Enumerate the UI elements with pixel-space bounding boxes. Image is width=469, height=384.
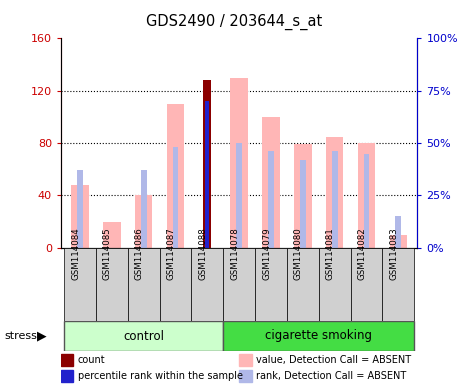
Bar xyxy=(223,248,255,321)
Bar xyxy=(71,185,89,248)
Bar xyxy=(239,354,252,366)
Text: GSM114082: GSM114082 xyxy=(357,227,366,280)
Bar xyxy=(64,321,223,351)
Bar xyxy=(128,248,159,321)
Bar xyxy=(205,101,209,248)
Bar xyxy=(236,143,242,248)
Bar xyxy=(350,248,382,321)
Text: percentile rank within the sample: percentile rank within the sample xyxy=(78,371,243,381)
Bar xyxy=(382,248,414,321)
Text: GSM114087: GSM114087 xyxy=(166,227,175,280)
Bar xyxy=(332,151,338,248)
Bar xyxy=(64,248,96,321)
Bar xyxy=(159,248,191,321)
Text: GSM114078: GSM114078 xyxy=(230,227,239,280)
Bar xyxy=(239,370,252,382)
Bar xyxy=(300,160,306,248)
Text: GSM114079: GSM114079 xyxy=(262,227,271,280)
Text: cigarette smoking: cigarette smoking xyxy=(265,329,372,343)
Text: GSM114086: GSM114086 xyxy=(135,227,144,280)
Text: GSM114085: GSM114085 xyxy=(103,227,112,280)
Bar xyxy=(77,170,83,248)
Bar xyxy=(268,151,274,248)
Bar xyxy=(61,354,74,366)
Text: GSM114080: GSM114080 xyxy=(294,227,303,280)
Bar xyxy=(255,248,287,321)
Bar xyxy=(96,248,128,321)
Text: control: control xyxy=(123,329,164,343)
Bar xyxy=(287,248,319,321)
Bar xyxy=(167,104,184,248)
Text: GSM114084: GSM114084 xyxy=(71,227,80,280)
Bar xyxy=(319,248,350,321)
Text: GSM114088: GSM114088 xyxy=(198,227,207,280)
Text: count: count xyxy=(78,355,106,365)
Bar xyxy=(363,154,370,248)
Bar xyxy=(103,222,121,248)
Text: rank, Detection Call = ABSENT: rank, Detection Call = ABSENT xyxy=(256,371,406,381)
Bar xyxy=(390,235,407,248)
Bar xyxy=(204,80,212,248)
Text: GSM114081: GSM114081 xyxy=(325,227,335,280)
Bar xyxy=(191,248,223,321)
Bar xyxy=(141,170,147,248)
Text: value, Detection Call = ABSENT: value, Detection Call = ABSENT xyxy=(256,355,411,365)
Text: GSM114083: GSM114083 xyxy=(389,227,398,280)
Text: ▶: ▶ xyxy=(38,329,47,343)
Bar xyxy=(230,78,248,248)
Bar xyxy=(326,136,343,248)
Bar xyxy=(262,117,280,248)
Text: GDS2490 / 203644_s_at: GDS2490 / 203644_s_at xyxy=(146,13,323,30)
Bar xyxy=(395,216,401,248)
Text: stress: stress xyxy=(5,331,38,341)
Bar xyxy=(61,370,74,382)
Bar xyxy=(173,147,178,248)
Bar xyxy=(358,143,375,248)
Bar xyxy=(135,195,152,248)
Bar xyxy=(223,321,414,351)
Bar xyxy=(294,144,311,248)
